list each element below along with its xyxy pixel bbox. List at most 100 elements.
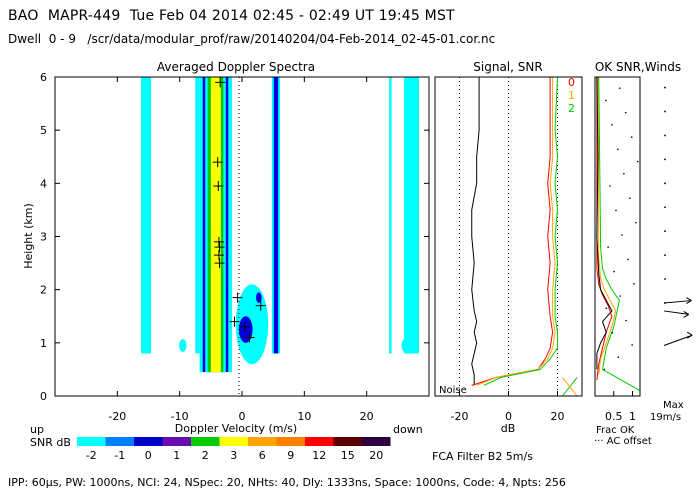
colorbar-tick-2: 0 [145,449,152,462]
peak-marker-1 [212,157,223,168]
max-label: Max [663,400,684,411]
ac-offset-dot-9 [627,258,629,261]
fca-filter-label: FCA Filter B2 5m/s [432,450,533,463]
spectra-peak-markers [212,77,266,343]
spectra-blob-1 [238,316,253,343]
spectra-title: Averaged Doppler Spectra [157,60,315,74]
signal-legend: 012 [568,76,575,115]
ac-offset-dot-20 [611,124,613,126]
spectra-y-label: Height (km) [22,203,35,269]
noise-label: Noise [439,385,467,396]
colorbar-tick-6: 6 [259,449,266,462]
spectra-xtick-label-4: 20 [360,410,374,423]
spectra-band-0 [141,77,151,354]
footer-params: IPP: 60µs, PW: 1000ns, NCI: 24, NSpec: 2… [8,476,566,489]
ac-offset-label: ··· AC offset [594,436,652,447]
colorbar-swatch-2 [134,437,163,446]
ac-offset-dot-6 [619,295,621,297]
wind-barb-0 [663,300,692,304]
ok-title: OK SNR,Winds [595,60,681,74]
spectra-blob-3 [179,339,187,352]
peak-marker-7 [232,292,243,303]
signal-x-ticks: -20 0 20 [451,391,565,423]
signal-legend-1: 1 [568,89,575,102]
ac-offset-dot-19 [630,136,633,138]
peak-marker-6 [214,258,225,269]
ac-offset-dot-4 [625,319,627,322]
ac-offset-dot-3 [611,331,614,334]
wind-dot-6 [664,230,666,233]
wind-barb-head-1 [683,310,690,318]
ac-offset-dot-14 [629,197,631,200]
ac-offset-dot-7 [633,283,635,285]
ac-offset-dot-18 [617,148,619,151]
spectra-band-1 [195,77,200,354]
ac-offset-dot-10 [607,246,609,248]
signal-legend-0: 0 [568,76,575,89]
ok-series-1 [597,76,617,375]
spectra-x-label: Doppler Velocity (m/s) [175,422,297,435]
ok-series-ok [596,76,613,370]
colorbar-swatch-5 [219,437,248,446]
wind-dot-9 [664,302,666,304]
signal-xtick-label-1: 0 [505,410,512,423]
wind-dot-0 [664,86,666,89]
wind-dot-8 [664,278,666,280]
colorbar-swatch-6 [248,437,277,446]
ac-offset-dot-2 [631,344,633,346]
ac-offset-dot-0 [603,368,606,371]
spectra-ytick-label-3: 3 [40,231,47,244]
signal-xtick-label-2: 20 [551,410,565,423]
peak-marker-10 [240,321,251,332]
signal-series [471,76,578,397]
peak-marker-2 [213,180,224,191]
colorbar-swatch-10 [362,437,391,446]
ok-xtick-label-1: 1 [629,410,636,423]
colorbar-swatch-9 [333,437,362,446]
wind-barb-1 [663,310,689,315]
wind-dot-4 [664,182,666,185]
colorbar-tick-5: 3 [230,449,237,462]
spectra-ytick-label-0: 0 [40,390,47,403]
frac-ok-label: Frac OK [596,425,635,436]
spectra-ytick-label-2: 2 [40,284,47,297]
spectra-band-10 [404,77,420,354]
ac-offset-dot-21 [624,111,627,114]
up-label: up [30,423,44,436]
ac-offset-dot-11 [621,234,623,236]
signal-legend-2: 2 [568,102,575,115]
signal-xtick-label-0: -20 [451,410,469,423]
colorbar-swatch-7 [276,437,305,446]
ac-offset-dot-8 [613,270,615,273]
wind-barb-2 [663,334,693,346]
doppler-spectra-panel: Averaged Doppler Spectra -20 -10 0 10 20 012… [22,60,430,462]
ok-snr-winds-panel: OK SNR,Winds 0.5 1 Max 19m/s Frac OK ··· … [594,60,693,447]
wind-dot-2 [664,134,666,137]
spectra-bands [141,77,420,373]
colorbar-label: SNR dB [30,436,71,449]
signal-series-Signal [471,77,480,386]
ok-x-ticks: 0.5 1 [605,391,636,423]
ok-frame [594,76,641,397]
peak-marker-11 [244,332,255,343]
colorbar-tick-4: 2 [202,449,209,462]
wind-speed-label: 19m/s [650,412,681,423]
wind-barb-head-2 [686,331,693,339]
spectra-band-6 [210,77,221,373]
colorbar-tick-0: -2 [86,449,97,462]
ac-offset-dot-1 [617,356,620,358]
wind-dot-7 [664,254,666,257]
colorbar-swatch-1 [105,437,134,446]
wind-barbs [663,86,693,346]
spectra-blobs [179,284,413,365]
ac-offset-dot-23 [618,87,621,89]
spectra-blob-2 [256,292,262,303]
header-line-1: BAO MAPR-449 Tue Feb 04 2014 02:45 - 02:… [8,8,455,24]
ac-offset-dot-13 [615,209,617,212]
colorbar-tick-7: 9 [287,449,294,462]
signal-series-noise-orange [562,377,578,397]
spectra-ytick-label-6: 6 [40,71,47,84]
wind-dot-3 [664,158,666,161]
ok-xtick-label-0: 0.5 [605,410,623,423]
spectra-blob-4 [401,337,413,354]
